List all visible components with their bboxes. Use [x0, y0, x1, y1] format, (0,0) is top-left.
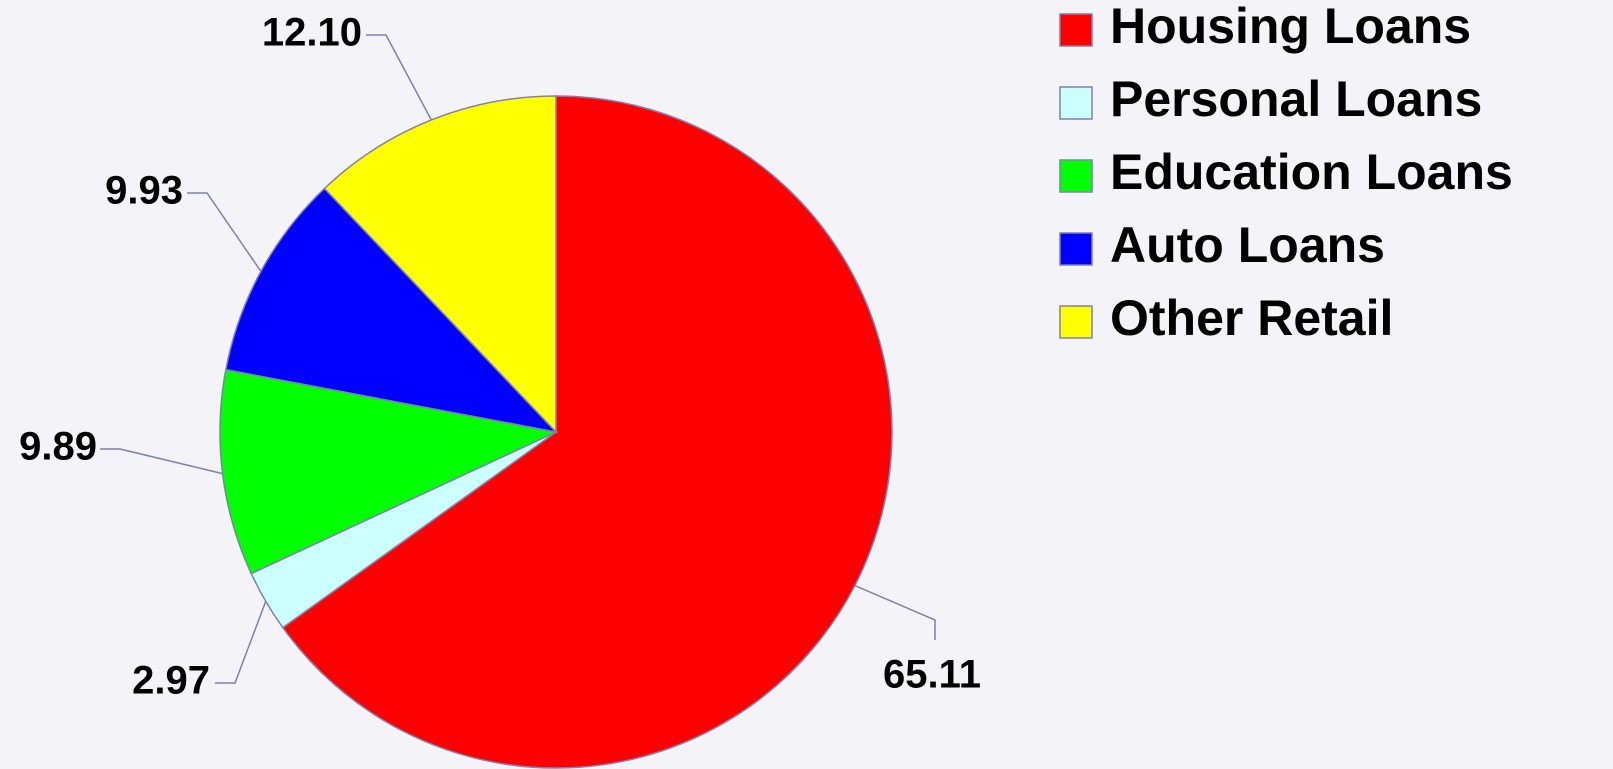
data-label: 12.10: [262, 11, 362, 55]
data-label: 2.97: [132, 659, 210, 703]
legend: Housing Loans Personal Loans Education Loa…: [1059, 0, 1513, 346]
legend-swatch: [1059, 86, 1093, 120]
pie-slice: [224, 187, 559, 434]
data-label: 9.93: [105, 169, 183, 213]
pie-slice: [323, 95, 557, 434]
legend-label: Personal Loans: [1110, 71, 1482, 127]
leader-line: [187, 192, 262, 272]
data-label: 65.11: [883, 653, 981, 697]
leader-line: [215, 601, 267, 684]
legend-swatch: [1059, 305, 1093, 339]
leader-line: [854, 584, 936, 640]
legend-label: Other Retail: [1110, 290, 1393, 346]
legend-label: Housing Loans: [1110, 0, 1471, 54]
legend-swatch: [1059, 159, 1093, 193]
leader-line: [366, 34, 432, 121]
pie: 65.11 2.97 9.89 9.93 12.10: [19, 11, 981, 769]
legend-swatch: [1059, 13, 1093, 47]
data-label: 9.89: [19, 425, 97, 469]
legend-swatch: [1059, 232, 1093, 266]
leader-line: [100, 448, 223, 475]
legend-label: Education Loans: [1110, 144, 1513, 200]
legend-label: Auto Loans: [1110, 217, 1385, 273]
